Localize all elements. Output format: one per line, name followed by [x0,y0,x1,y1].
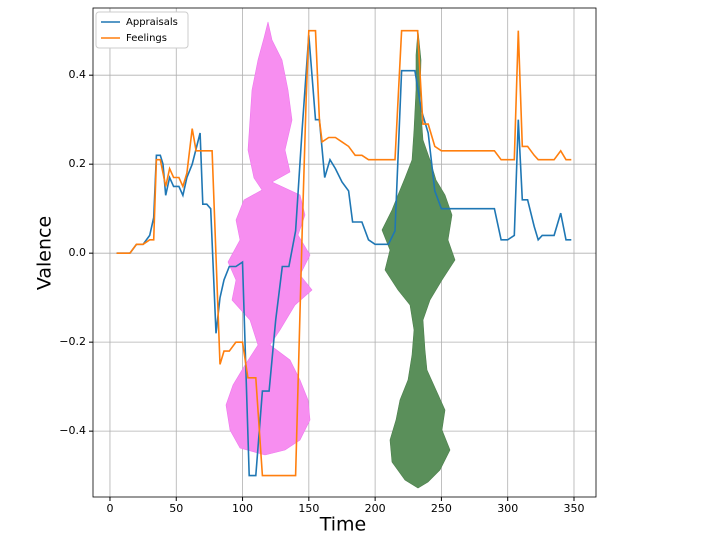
lines [116,29,572,477]
x-tick-label: 350 [563,502,584,515]
y-tick-label: −0.4 [59,424,86,437]
series-line [116,29,572,477]
y-tick-label: 0.4 [69,68,87,81]
x-tick-label: 150 [298,502,319,515]
y-axis-label: Valence [34,216,56,290]
legend: Appraisals Feelings [95,11,189,49]
green-waveform [381,29,456,489]
x-tick-label: 50 [169,502,183,515]
y-tick-label: 0.2 [69,157,87,170]
x-tick-label: 0 [106,502,113,515]
legend-box [95,11,189,49]
legend-label: Feelings [126,33,167,44]
x-tick-label: 250 [431,502,452,515]
y-tick-label: 0.0 [69,246,87,259]
x-tick-label: 200 [365,502,386,515]
x-tick-label: 300 [497,502,518,515]
pink-waveform [225,21,313,456]
y-tick-label: −0.2 [59,335,86,348]
legend-label: Appraisals [126,17,178,28]
plot-frame [92,7,597,498]
x-axis-label: Time [319,514,367,536]
x-tick-label: 100 [232,502,253,515]
series-line [116,35,572,477]
waveforms [225,21,456,489]
